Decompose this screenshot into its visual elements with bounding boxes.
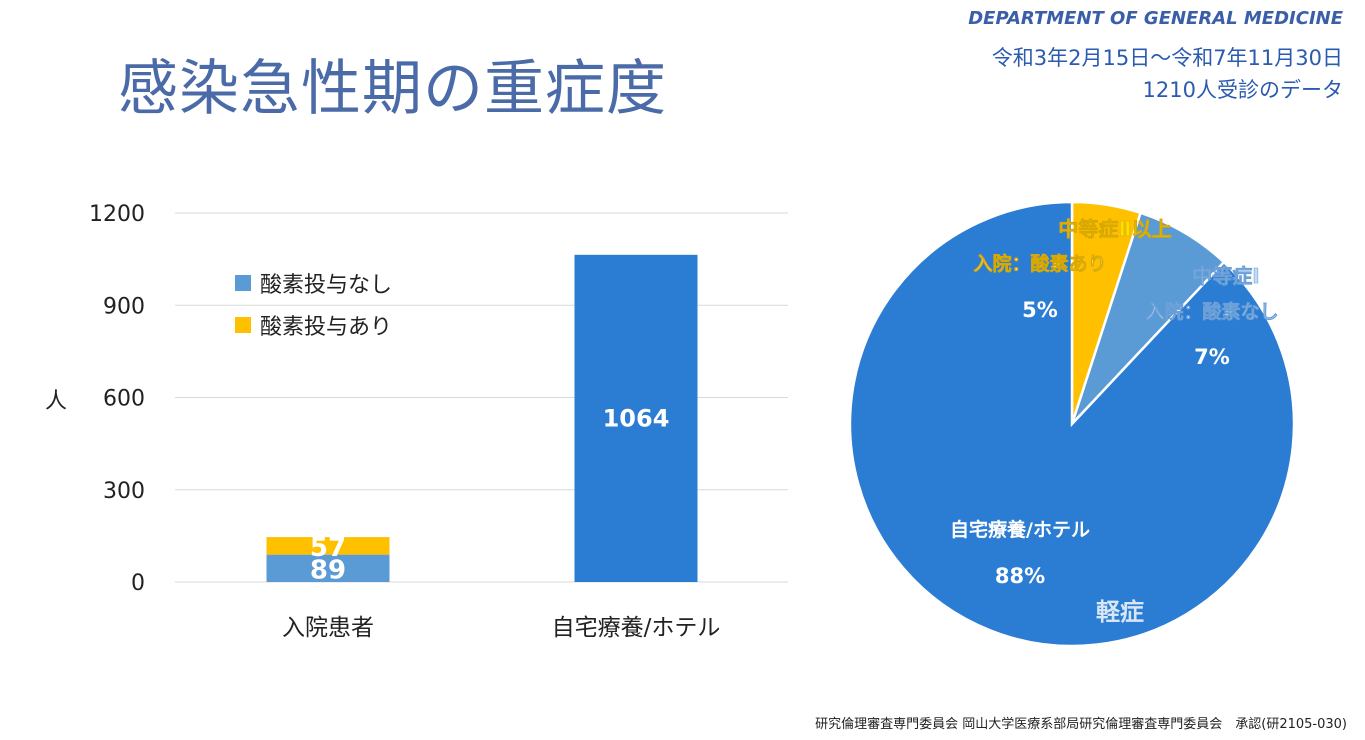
- y-tick-label: 1200: [89, 202, 145, 227]
- pie-label: 中等症Ⅰ: [1192, 264, 1259, 288]
- legend-label: 酸素投与なし: [260, 273, 392, 298]
- count-note: 1210人受診のデータ: [1142, 78, 1343, 102]
- page-title: 感染急性期の重症度: [118, 54, 667, 124]
- bar-data-label: 89: [310, 555, 346, 585]
- bar: [266, 554, 390, 582]
- y-axis-label: 人: [45, 389, 67, 414]
- bar-data-label: 57: [310, 533, 346, 563]
- pie-percent-label: 7%: [1194, 345, 1230, 369]
- y-tick-label: 900: [103, 294, 145, 319]
- bar: [266, 537, 390, 555]
- bar-data-label: 1064: [603, 404, 670, 432]
- pie-label: 自宅療養/ホテル: [950, 518, 1090, 541]
- legend-swatch: [235, 317, 251, 333]
- x-tick-label: 自宅療養/ホテル: [552, 615, 721, 641]
- pie-slice: [848, 200, 1296, 648]
- pie-percent-label: 88%: [995, 564, 1045, 588]
- y-tick-label: 0: [131, 571, 145, 596]
- pie-severity-label: 軽症: [1096, 598, 1144, 626]
- x-tick-label: 入院患者: [282, 615, 374, 641]
- pie-label: 入院：酸素なし: [1145, 300, 1278, 323]
- legend-label: 酸素投与あり: [260, 315, 392, 340]
- y-tick-label: 300: [103, 479, 145, 504]
- pie-label: 中等症Ⅱ以上: [1058, 217, 1171, 241]
- y-tick-label: 600: [103, 387, 145, 412]
- pie-percent-label: 5%: [1022, 298, 1058, 322]
- bar: [574, 254, 698, 582]
- period-text: 令和3年2月15日～令和7年11月30日: [991, 46, 1343, 70]
- footer-approval: 研究倫理審査専門委員会 岡山大学医療系部局研究倫理審査専門委員会 承認(研210…: [815, 717, 1347, 732]
- legend-swatch: [235, 275, 251, 291]
- pie-label: 入院：酸素あり: [973, 252, 1106, 275]
- department-label: DEPARTMENT OF GENERAL MEDICINE: [968, 8, 1343, 29]
